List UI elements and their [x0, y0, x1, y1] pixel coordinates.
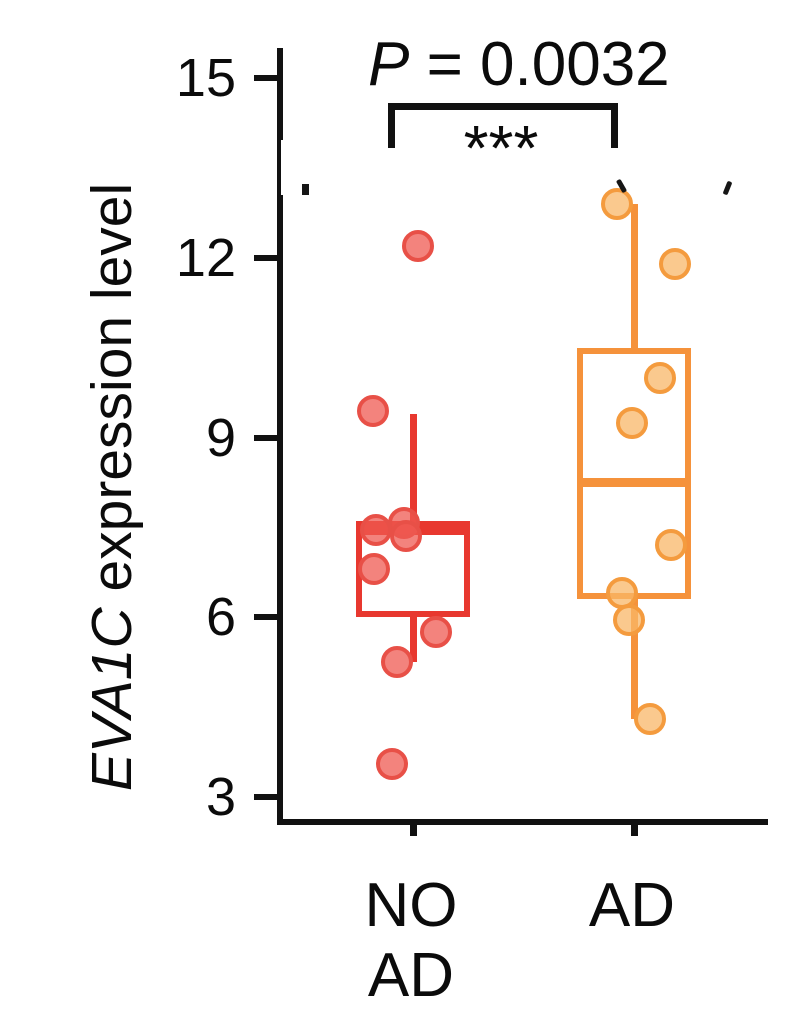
- y-tick-mark: [254, 434, 277, 441]
- crop-artifact-quote: [722, 180, 733, 196]
- data-point: [420, 616, 452, 649]
- p-value-text: P = 0.0032: [368, 34, 670, 96]
- data-point: [659, 247, 691, 280]
- data-point: [655, 529, 687, 562]
- data-point: [358, 553, 390, 586]
- y-tick-label: 12: [175, 227, 236, 288]
- data-point: [357, 394, 389, 427]
- significance-bracket: [388, 103, 618, 148]
- data-point: [634, 703, 666, 736]
- p-value-number: = 0.0032: [409, 30, 670, 99]
- box-whisker-upper: [409, 413, 417, 522]
- y-tick-label: 6: [205, 587, 236, 648]
- y-tick-mark: [254, 614, 277, 621]
- y-axis-line: [277, 48, 283, 825]
- box-median-line: [577, 477, 691, 487]
- crop-artifact-square: [302, 184, 309, 195]
- y-tick-mark: [254, 254, 277, 261]
- data-point: [601, 187, 633, 220]
- y-tick-mark: [254, 75, 277, 81]
- x-group-label: AD: [588, 871, 676, 940]
- box-whisker-upper: [630, 203, 638, 348]
- box-whisker-lower: [409, 617, 417, 663]
- data-point: [360, 514, 392, 547]
- data-point: [381, 646, 413, 679]
- data-point: [613, 604, 645, 637]
- data-point: [376, 748, 408, 781]
- y-tick-label: 9: [205, 407, 236, 468]
- axis-scan-artifact: [281, 140, 285, 195]
- y-tick-label: 3: [205, 767, 236, 828]
- x-tick-mark: [409, 825, 417, 836]
- data-point: [616, 406, 648, 439]
- significance-stars: ***: [463, 112, 539, 184]
- data-point: [390, 520, 422, 553]
- x-axis-line: [277, 819, 768, 825]
- x-group-label: NO AD: [364, 871, 458, 1010]
- data-point: [606, 577, 638, 610]
- p-symbol: P: [368, 30, 410, 99]
- data-point: [402, 229, 434, 262]
- data-point: [644, 361, 676, 394]
- y-tick-label: 15: [175, 48, 236, 108]
- y-tick-mark: [254, 794, 277, 801]
- x-tick-mark: [630, 825, 638, 836]
- box-whisker-lower: [630, 599, 638, 720]
